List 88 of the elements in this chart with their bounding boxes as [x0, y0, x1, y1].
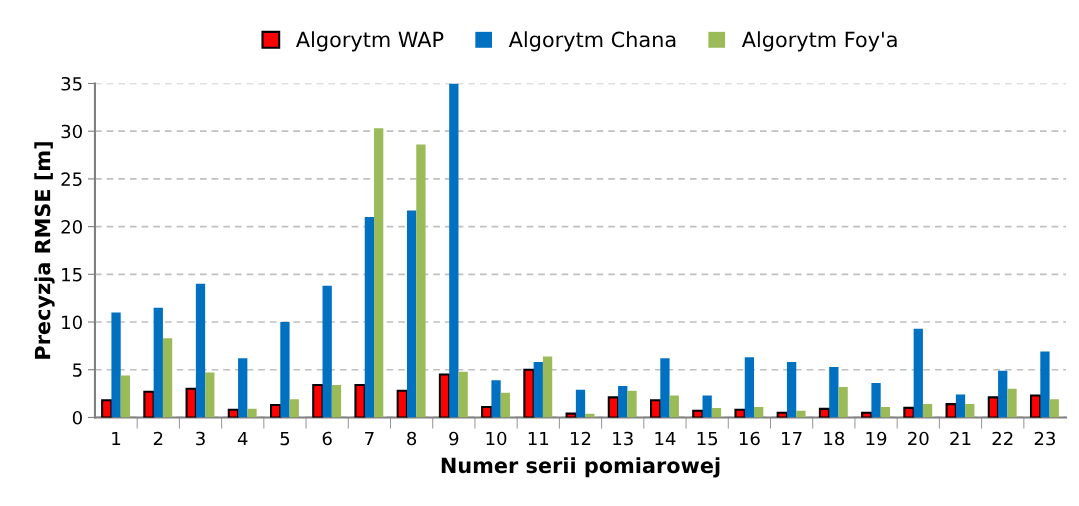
x-tick-label: 11	[528, 431, 549, 446]
bar	[354, 383, 366, 418]
x-tick-label: 18	[824, 431, 845, 446]
x-tick-label: 6	[322, 431, 332, 446]
bar	[692, 409, 704, 418]
bar	[880, 406, 890, 418]
x-tick-label: 1	[112, 431, 121, 446]
bar	[829, 366, 839, 418]
y-tick-label: 30	[61, 124, 82, 139]
x-tick-label: 8	[407, 431, 417, 446]
bar	[247, 408, 257, 418]
bar	[734, 408, 746, 418]
y-tick-label: 25	[61, 172, 82, 187]
bar	[289, 399, 299, 418]
bar	[1049, 399, 1059, 418]
x-tick-label: 19	[866, 431, 887, 446]
bar	[111, 312, 121, 418]
bar	[195, 283, 206, 418]
x-tick-label: 21	[950, 431, 971, 446]
bar	[702, 395, 712, 418]
y-tick-label: 35	[61, 76, 82, 91]
bar	[796, 410, 806, 418]
bar	[280, 322, 290, 418]
legend-label: Algorytm Chana	[508, 31, 676, 52]
bar	[406, 210, 417, 418]
bar	[322, 285, 332, 418]
bar	[913, 328, 923, 418]
x-tick-label: 20	[908, 431, 929, 446]
x-tick-label: 4	[237, 431, 248, 446]
bar	[575, 389, 586, 418]
bar	[491, 380, 501, 418]
legend-label: Algorytm Foy'a	[741, 31, 897, 52]
x-tick-label: 17	[782, 431, 802, 446]
bar	[533, 362, 543, 418]
x-tick-label: 5	[280, 431, 290, 446]
bar	[998, 370, 1008, 418]
bar	[786, 362, 797, 418]
x-tick-label: 22	[992, 431, 1013, 446]
x-tick-label: 23	[1034, 431, 1055, 446]
x-tick-label: 14	[655, 431, 676, 446]
bar	[500, 392, 510, 418]
legend-label: Algorytm WAP	[295, 31, 444, 52]
bar	[205, 372, 215, 418]
bar	[711, 407, 722, 418]
bar	[364, 217, 375, 418]
bar	[120, 375, 130, 418]
x-tick-label: 13	[613, 431, 633, 446]
bar	[523, 368, 535, 418]
bar	[416, 144, 426, 418]
bar	[955, 394, 966, 418]
bar	[618, 385, 628, 418]
y-tick-label: 5	[73, 363, 82, 377]
bar	[754, 406, 764, 418]
x-tick-label: 9	[449, 431, 459, 446]
y-tick-label: 0	[72, 410, 82, 425]
bar	[838, 386, 848, 418]
x-tick-label: 15	[697, 431, 718, 446]
x-tick-label: 2	[153, 431, 163, 446]
bar	[331, 385, 342, 418]
x-tick-label: 12	[571, 431, 591, 446]
x-tick-label: 3	[196, 431, 205, 446]
x-axis-title: Numer serii pomiarowej	[441, 457, 720, 478]
bar	[449, 83, 459, 418]
bar	[458, 371, 468, 418]
bar	[627, 390, 637, 418]
bar	[922, 404, 933, 418]
bar	[1007, 388, 1017, 418]
x-tick-label: 7	[365, 431, 374, 446]
x-tick-label: 10	[486, 431, 507, 446]
bar	[153, 307, 163, 418]
bar	[143, 390, 155, 418]
bar	[238, 358, 248, 418]
bar	[542, 356, 553, 418]
bar	[669, 395, 679, 418]
bar	[744, 357, 755, 418]
x-tick-label: 16	[739, 431, 760, 446]
bar	[374, 128, 384, 418]
bar	[1040, 351, 1050, 418]
bar	[660, 358, 670, 418]
bar	[871, 383, 881, 418]
y-tick-label: 10	[62, 315, 82, 330]
bar	[162, 338, 173, 418]
y-tick-label: 15	[62, 268, 82, 282]
y-axis-title: Precyzja RMSE [m]	[34, 142, 55, 359]
y-tick-label: 20	[61, 220, 82, 234]
bar	[903, 406, 915, 418]
bar	[312, 383, 324, 418]
bar	[965, 404, 975, 418]
